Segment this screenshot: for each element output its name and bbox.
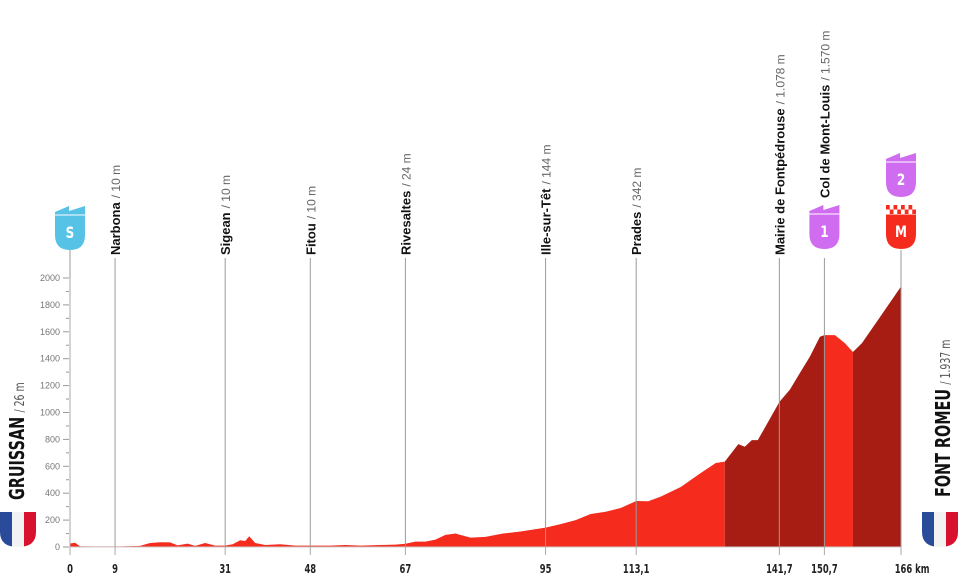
checkered-square: [897, 209, 901, 214]
finish-badge-shape: [886, 205, 916, 249]
waypoint-altitude: / 1.570 m: [818, 31, 832, 81]
start-city-altitude: / 26 m: [11, 382, 27, 412]
waypoint-label: Ille-sur-Têt / 144 m: [539, 145, 554, 256]
x-tick-label-wrap: 141,7: [766, 563, 793, 577]
y-tick-label: 1800: [40, 300, 60, 310]
x-tick-label: 67: [400, 563, 412, 577]
waypoint-name: Prades: [629, 212, 644, 255]
x-tick-label: 31: [219, 563, 231, 577]
waypoint-label: Prades / 342 m: [629, 168, 644, 255]
waypoint-altitude: / 10 m: [219, 175, 233, 208]
start-badge-shape: [55, 206, 85, 250]
x-tick-label-wrap: 31: [219, 563, 231, 577]
start-badge: S: [55, 206, 85, 250]
start-city-label: GRUISSAN / 26 m: [7, 382, 30, 500]
x-tick-label-wrap: 113,1: [623, 563, 650, 577]
waypoint-name: Fitou: [303, 223, 318, 255]
x-tick-label: 166 km: [895, 563, 930, 577]
y-tick-label: 2000: [40, 273, 60, 283]
y-tick-label: 1000: [40, 408, 60, 418]
waypoint-name: Ille-sur-Têt: [539, 188, 554, 255]
checkered-square: [904, 209, 909, 214]
kom-badge-cat2: 2: [886, 153, 916, 197]
start-badge-label: S: [66, 224, 75, 242]
checkered-square: [912, 209, 916, 214]
kom-badge-cat1: 1: [809, 205, 840, 249]
x-tick-label: 113,1: [623, 563, 650, 577]
profile-segment-1: [724, 335, 825, 547]
waypoint-label: Mairie de Fontpédrouse / 1.078 m: [772, 54, 787, 255]
waypoint-name: Rivesaltes: [398, 191, 413, 255]
y-tick-label: 1200: [40, 381, 60, 391]
waypoint-name: Narbona: [108, 202, 123, 256]
waypoint-altitude: / 342 m: [630, 168, 644, 208]
flag-stripe: [934, 512, 946, 547]
french-flag-icon: [922, 512, 958, 547]
waypoint-name: Mairie de Fontpédrouse: [772, 108, 787, 255]
x-tick-label-wrap: 67: [400, 563, 412, 577]
finish-city-label: FONT ROMEU / 1.937 m: [933, 340, 956, 497]
profile-segment-0: [70, 461, 725, 547]
x-tick-label-wrap: 0: [67, 563, 73, 577]
waypoint-altitude: / 1.078 m: [773, 54, 787, 104]
checkered-square: [908, 205, 913, 210]
waypoint-label: Narbona / 10 m: [108, 165, 123, 255]
profile-segment-2: [824, 335, 853, 547]
waypoint-altitude: / 144 m: [540, 145, 554, 185]
profile-segment-3: [852, 286, 901, 547]
y-tick-label: 400: [45, 488, 60, 498]
y-tick-label: 200: [45, 515, 60, 525]
y-tick-label: 600: [45, 461, 60, 471]
x-tick-label-wrap: 150,7: [811, 563, 838, 577]
x-tick-label-wrap: 166 km: [895, 563, 930, 577]
kom-badge-cat1-shape: [809, 205, 840, 249]
waypoint-label: Sigean / 10 m: [218, 175, 233, 255]
flag-stripe: [922, 512, 934, 547]
french-flag-icon: [0, 512, 36, 547]
checkered-square: [893, 205, 898, 210]
flag-stripe: [0, 512, 12, 547]
profile-area: [70, 286, 901, 547]
y-tick-label: 800: [45, 434, 60, 444]
finish-city-name: FONT ROMEU: [933, 389, 956, 497]
x-tick-label: 150,7: [811, 563, 838, 577]
x-tick-label: 141,7: [766, 563, 793, 577]
y-tick-label: 1600: [40, 327, 60, 337]
waypoint-name: Sigean: [218, 212, 233, 255]
finish-badge-label: M: [895, 223, 907, 241]
waypoint-name: Col de Mont-Louis: [817, 85, 832, 198]
waypoint-label: Col de Mont-Louis / 1.570 m: [817, 31, 832, 198]
checkered-square: [889, 209, 894, 214]
x-tick-label-wrap: 9: [112, 563, 118, 577]
checkered-square: [901, 205, 905, 210]
waypoint-label: Rivesaltes / 24 m: [398, 153, 413, 255]
waypoint-altitude: / 10 m: [109, 165, 123, 198]
start-finish: S M 2 GRUISSAN / 26 m FONT ROMEU / 1.937 m: [0, 153, 958, 547]
y-axis: 0 200 400 600 800 1000 1200 1400 1600 1800 2000: [40, 273, 901, 555]
flag-stripe: [24, 512, 36, 547]
finish-city-altitude: / 1.937 m: [937, 340, 953, 385]
x-axis: 0 9 31 48 67 95 113,1 141,7 150,7 166 km: [67, 547, 929, 576]
x-tick-label-wrap: 48: [304, 563, 316, 577]
flag-stripe: [12, 512, 24, 547]
start-city-name: GRUISSAN: [7, 417, 30, 500]
waypoint-altitude: / 24 m: [399, 153, 413, 186]
waypoint-label: Fitou / 10 m: [303, 186, 318, 255]
checkered-square: [886, 205, 890, 210]
x-tick-label: 0: [67, 563, 73, 577]
waypoint-altitude: / 10 m: [304, 186, 318, 219]
y-tick-label: 1400: [40, 354, 60, 364]
x-tick-label-wrap: 95: [540, 563, 552, 577]
flag-stripe: [946, 512, 958, 547]
kom-badge-cat1-label: 1: [820, 223, 828, 241]
x-tick-label: 9: [112, 563, 118, 577]
finish-badge: M: [886, 205, 916, 249]
x-tick-label: 95: [540, 563, 552, 577]
kom-badge-cat2-shape: [886, 153, 916, 197]
y-tick-label: 0: [55, 542, 60, 552]
x-tick-label: 48: [304, 563, 316, 577]
kom-badge-cat2-label: 2: [897, 171, 905, 189]
waypoints: Narbona / 10 m Sigean / 10 m Fitou / 10 m Rive…: [108, 31, 840, 547]
